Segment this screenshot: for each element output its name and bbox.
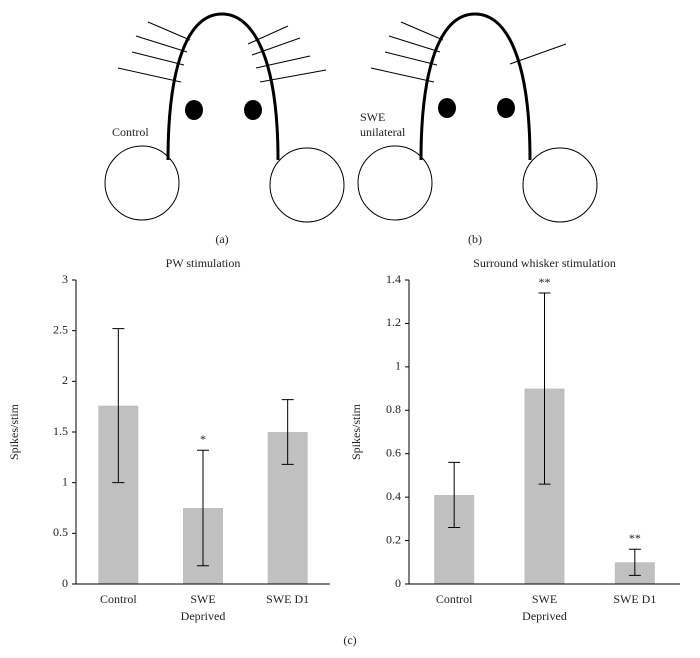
y-tick-label: 1.2 [386,315,401,329]
y-tick-label: 0.6 [386,445,401,459]
error-bar [628,548,641,576]
panel-b-diagram [357,12,598,223]
x-axis-label: Deprived [181,609,226,623]
error-bar [281,399,294,465]
panel-label: (b) [468,232,482,246]
y-tick-label: 1 [395,359,401,373]
x-tick-label: SWE D1 [613,592,656,606]
x-tick-label: SWE [532,592,557,606]
x-tick-label: SWE D1 [266,592,309,606]
significance: ** [629,531,641,545]
x-tick-label: Control [436,592,473,606]
diagram-label: Control [112,125,149,139]
y-tick-label: 0.2 [386,532,401,546]
y-axis-label: Spikes/stim [349,403,363,460]
chart-title: PW stimulation [166,256,241,270]
x-tick-label: SWE [190,592,215,606]
significance: * [200,432,206,446]
error-bar [197,449,209,567]
error-bar [112,328,125,484]
error-bar [448,461,461,529]
y-tick-label: 1 [62,474,68,488]
diagram-label: unilateral [360,125,406,139]
y-tick-label: 1.5 [53,424,68,438]
x-tick-label: Control [100,592,137,606]
panel-a-diagram [104,12,345,223]
significance: ** [539,275,551,289]
y-tick-label: 0 [62,576,68,590]
y-axis-label: Spikes/stim [7,403,21,460]
y-tick-label: 0.8 [386,402,401,416]
panel-label: (c) [343,633,356,647]
y-tick-label: 2 [62,373,68,387]
chart-title: Surround whisker stimulation [473,256,616,270]
error-bar [538,292,551,485]
y-tick-label: 3 [62,272,68,286]
y-tick-label: 0.4 [386,489,401,503]
y-tick-label: 1.4 [386,272,401,286]
y-tick-label: 0 [395,576,401,590]
y-tick-label: 0.5 [53,525,68,539]
y-tick-label: 2.5 [53,322,68,336]
x-axis-label: Deprived [522,609,567,623]
diagram-label: SWE [360,110,385,124]
panel-label: (a) [215,232,228,246]
